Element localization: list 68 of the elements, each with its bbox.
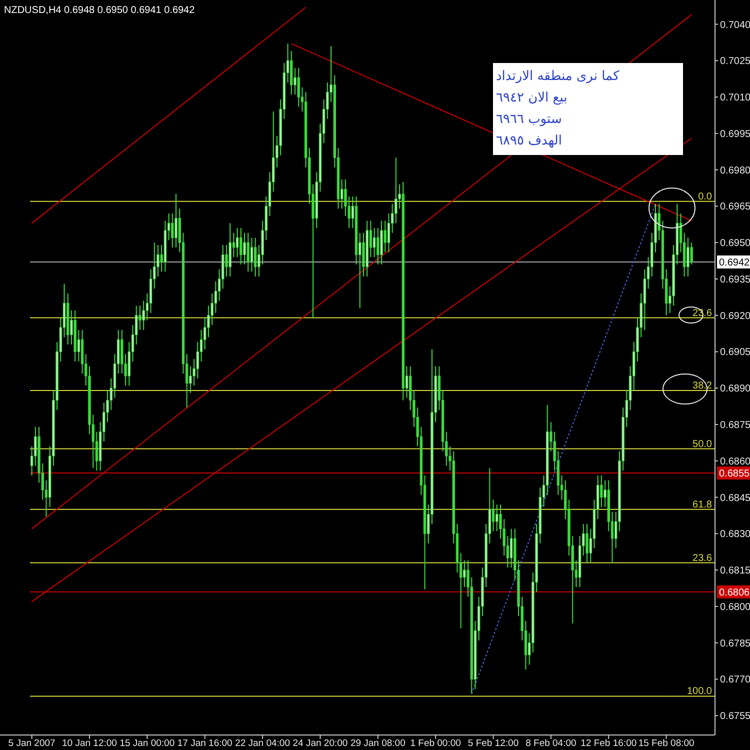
annotation: 0.0: [698, 191, 712, 202]
x-tick-label: 24 Jan 20:00: [292, 738, 348, 749]
y-tick-label: 0.6815: [720, 566, 750, 577]
annotation: بيع الان ٦٩٤٢: [496, 90, 568, 106]
candlestick: [372, 228, 376, 258]
y-tick-label: 0.6845: [720, 492, 750, 504]
y-tick-label: 0.6920: [720, 310, 750, 322]
x-tick-label: 17 Jan 16:00: [177, 738, 232, 749]
x-tick-label: 1 Feb 00:00: [410, 738, 461, 749]
candlestick: [225, 244, 228, 278]
y-tick-label: 0.6830: [720, 529, 750, 540]
y-tick-label: 0.6800: [720, 602, 750, 613]
text: NZDUSD,H4 0.6948 0.6950 0.6941 0.6942: [4, 5, 196, 16]
y-tick-label: 0.6860: [720, 456, 750, 468]
candlestick: [492, 499, 495, 532]
candlestick: [496, 504, 498, 532]
y-tick-label: 0.6905: [720, 347, 750, 358]
ref-line-label: 0.6806: [719, 587, 750, 598]
candlestick: [236, 228, 239, 258]
y-tick-label: 0.7010: [720, 92, 750, 104]
y-tick-label: 0.6890: [720, 384, 750, 395]
annotation: ستوب ٦٩٦٦: [496, 112, 562, 127]
candlestick: [376, 228, 380, 265]
y-tick-label: 0.7040: [720, 20, 750, 31]
y-tick-label: 0.6965: [720, 202, 750, 213]
annotation: 100.0: [686, 686, 712, 698]
candlestick: [387, 212, 390, 253]
candlestick: [297, 67, 300, 108]
x-tick-label: 5 Feb 12:00: [468, 738, 519, 749]
candlestick: [250, 237, 254, 272]
candlestick: [254, 237, 257, 278]
annotation: 23.6: [692, 552, 712, 564]
y-tick-label: 0.6935: [720, 274, 750, 286]
candlestick: [243, 232, 246, 265]
ref-line-label: 0.6942: [719, 257, 750, 268]
x-tick-label: 8 Feb 04:00: [526, 738, 576, 749]
x-tick-label: 15 Feb 08:00: [638, 738, 694, 749]
candlestick: [214, 280, 217, 314]
candlestick: [384, 220, 386, 253]
x-tick-label: 22 Jan 04:00: [235, 738, 290, 749]
candlestick: [174, 194, 178, 248]
candlestick: [690, 242, 693, 265]
y-tick-label: 0.6755: [720, 711, 750, 722]
candlestick: [171, 212, 174, 248]
candlestick: [600, 474, 603, 508]
x-tick-label: 10 Jan 12:00: [62, 738, 117, 749]
y-tick-label: 0.6785: [720, 638, 750, 650]
x-tick-label: 15 Jan 00:00: [120, 738, 175, 749]
y-tick-label: 0.6950: [720, 238, 750, 250]
candlestick: [586, 523, 588, 564]
annotation: الهدف ٦٨٩٥: [496, 134, 562, 148]
x-tick-label: 5 Jan 2007: [8, 738, 56, 749]
y-tick-label: 0.6875: [720, 420, 750, 432]
candlestick: [246, 232, 250, 272]
x-tick-label: 29 Jan 08:00: [350, 738, 406, 749]
y-tick-label: 0.7025: [720, 56, 750, 68]
candlestick: [463, 560, 466, 588]
candlestick: [240, 228, 242, 265]
x-tick-label: 12 Feb 16:00: [580, 738, 637, 749]
candlestick: [510, 528, 513, 568]
annotation: كما نرى منطقه الارتداد: [496, 69, 620, 84]
y-tick-label: 0.6995: [720, 128, 750, 140]
y-tick-label: 0.6770: [720, 674, 750, 686]
candlestick: [686, 237, 690, 278]
y-tick-label: 0.6980: [720, 165, 750, 176]
ref-line-label: 0.6855: [719, 468, 750, 480]
annotation: 61.8: [692, 499, 712, 510]
annotation: 50.0: [692, 438, 712, 450]
